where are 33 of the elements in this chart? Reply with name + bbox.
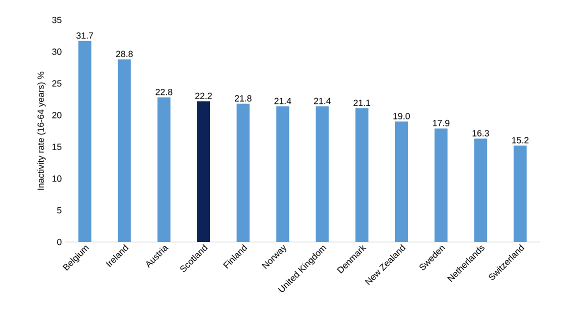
bar xyxy=(474,138,488,242)
data-label: 21.4 xyxy=(274,98,292,104)
y-tick-label: 30 xyxy=(52,48,62,55)
y-tick-label: 0 xyxy=(57,238,62,246)
data-label: 19.0 xyxy=(393,112,410,120)
data-label: 21.8 xyxy=(234,95,252,102)
y-tick-label: 10 xyxy=(52,175,62,182)
bar xyxy=(394,121,408,242)
data-label: 22.8 xyxy=(156,88,172,96)
bar xyxy=(236,104,250,242)
y-tick-label: 15 xyxy=(52,144,62,150)
bar xyxy=(514,146,527,242)
y-tick-label: 20 xyxy=(52,112,62,118)
data-label: 21.4 xyxy=(314,98,331,104)
data-label: 31.7 xyxy=(76,32,94,39)
bar xyxy=(276,106,290,242)
data-label: 16.3 xyxy=(472,130,489,136)
y-tick-label: 35 xyxy=(52,16,62,24)
bar xyxy=(316,106,329,242)
bar xyxy=(157,97,170,242)
data-label: 22.2 xyxy=(195,92,212,99)
bar xyxy=(434,128,448,242)
y-tick-label: 25 xyxy=(52,80,62,87)
bar xyxy=(118,59,131,242)
data-label: 28.8 xyxy=(116,50,133,58)
bar xyxy=(78,40,92,242)
data-label: 21.1 xyxy=(354,100,370,106)
y-tick-label: 5 xyxy=(57,207,62,214)
data-label: 17.9 xyxy=(433,120,450,126)
bar xyxy=(197,101,210,242)
y-axis-title: Inactivity rate (16-64 years) % xyxy=(37,72,46,190)
data-label: 15.2 xyxy=(512,137,528,144)
bar xyxy=(355,108,368,242)
